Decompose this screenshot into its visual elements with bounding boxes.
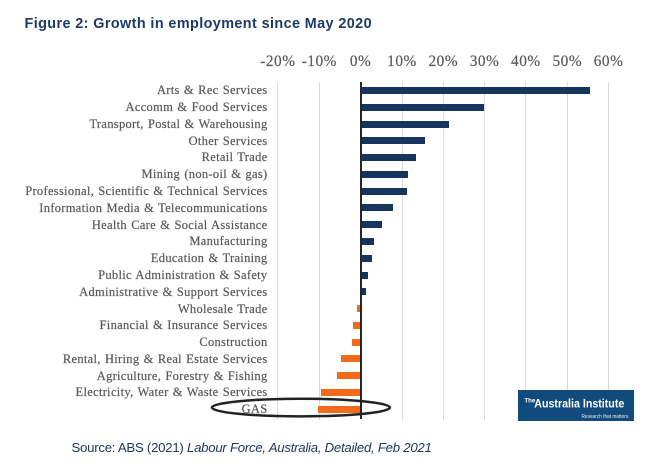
- svg-text:The: The: [524, 398, 535, 404]
- svg-text:Australia Institute: Australia Institute: [534, 397, 624, 411]
- svg-text:Research that matters.: Research that matters.: [581, 414, 629, 420]
